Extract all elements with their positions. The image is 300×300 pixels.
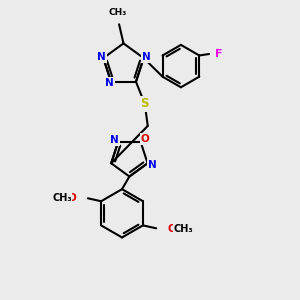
Text: N: N — [142, 52, 150, 61]
Text: CH₃: CH₃ — [52, 193, 72, 203]
Text: F: F — [215, 49, 223, 59]
Text: N: N — [98, 52, 106, 61]
Text: N: N — [105, 78, 114, 88]
Text: O: O — [167, 224, 176, 234]
Text: N: N — [110, 135, 119, 146]
Text: O: O — [141, 134, 149, 144]
Text: CH₃: CH₃ — [173, 224, 193, 234]
Text: CH₃: CH₃ — [109, 8, 127, 17]
Text: S: S — [140, 97, 149, 110]
Text: N: N — [148, 160, 156, 170]
Text: O: O — [68, 193, 77, 203]
